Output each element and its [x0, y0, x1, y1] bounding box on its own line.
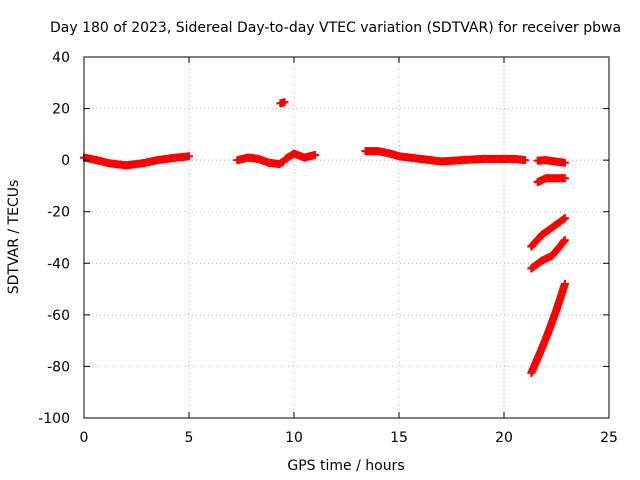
data-segment	[527, 236, 569, 273]
x-tick-label: 5	[185, 430, 194, 446]
data-segment	[527, 214, 569, 251]
y-tick-label: 0	[61, 153, 70, 169]
y-tick-label: -20	[47, 205, 70, 221]
data-point	[560, 174, 569, 183]
y-tick-label: -40	[47, 256, 70, 272]
y-tick-label: -100	[38, 411, 70, 427]
data-point	[185, 152, 193, 161]
data-point	[560, 236, 569, 245]
data-segment	[233, 153, 288, 169]
data-segment	[80, 152, 193, 170]
data-segment	[533, 174, 569, 187]
x-tick-label: 10	[285, 430, 303, 446]
x-axis-title: GPS time / hours	[287, 458, 404, 474]
data-segment	[276, 98, 289, 108]
y-tick-label: 40	[52, 50, 70, 66]
data-segment	[281, 149, 319, 163]
grid	[84, 57, 609, 418]
x-tick-label: 20	[495, 430, 513, 446]
plot-frame	[83, 56, 610, 419]
x-tick-label: 25	[600, 430, 618, 446]
x-tick-label: 15	[390, 430, 408, 446]
data-point	[280, 98, 289, 107]
data-segment	[533, 156, 569, 167]
data-point	[521, 156, 529, 165]
y-axis-title: SDTVAR / TECUs	[6, 180, 22, 295]
data-segment	[527, 279, 569, 377]
data-points	[80, 98, 569, 377]
axis-ticks: 0 5 10 15 20 25 -100 -80 -60 -40 -20 0 20 40	[38, 50, 618, 446]
y-tick-label: 20	[52, 102, 70, 118]
x-tick-label: 0	[80, 430, 89, 446]
chart-title: Day 180 of 2023, Sidereal Day-to-day VTE…	[50, 20, 621, 36]
y-tick-label: -80	[47, 359, 70, 375]
data-segment	[361, 147, 529, 166]
data-point	[560, 158, 569, 167]
data-point	[560, 279, 569, 288]
data-point	[560, 214, 569, 223]
y-tick-label: -60	[47, 308, 70, 324]
data-point	[311, 150, 319, 159]
